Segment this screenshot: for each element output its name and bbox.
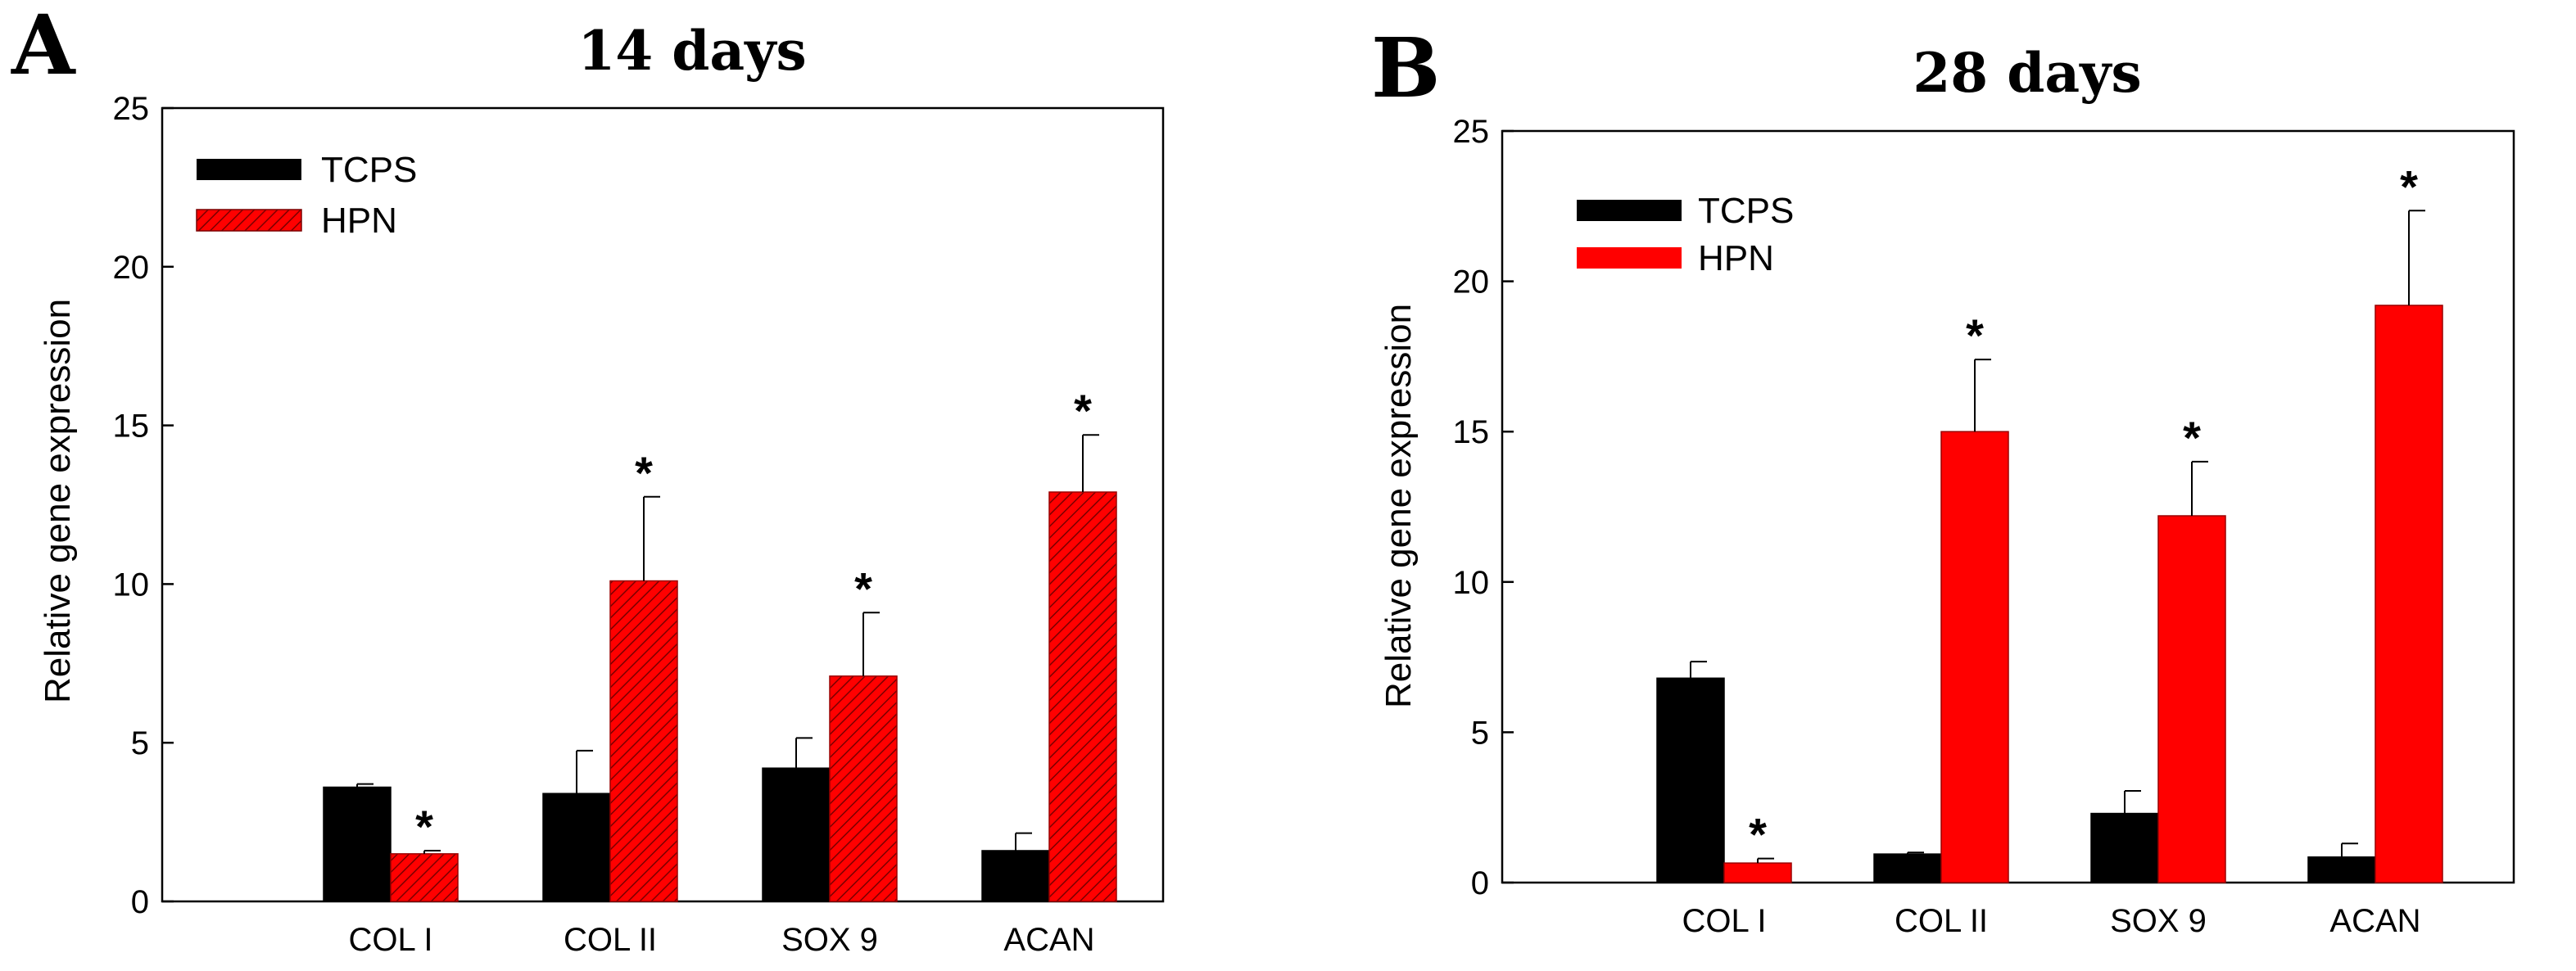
y-tick-label: 5 [1471, 715, 1489, 751]
legend-swatch-hpn [1577, 247, 1682, 269]
bar-hpn-acan [2375, 305, 2443, 883]
legend-label-tcps: TCPS [321, 150, 417, 190]
x-tick-label: SOX 9 [781, 922, 878, 958]
panel-letter: A [11, 0, 76, 93]
y-axis-label: Relative gene expression [1379, 304, 1419, 708]
bar-hpn-col-ii [609, 580, 678, 902]
chart-panel-b: B 28 days Relative gene expression 0 5 10 1… [1371, 20, 2515, 939]
legend-swatch-tcps [197, 159, 301, 180]
chart-title: 28 days [1913, 41, 2141, 105]
significance-marker: * [635, 447, 653, 499]
bar-tcps-sox-9 [762, 767, 831, 902]
y-tick-label: 5 [131, 725, 149, 761]
significance-marker: * [1749, 809, 1767, 860]
x-tick-label: ACAN [1003, 922, 1094, 958]
y-tick-label: 15 [1453, 414, 1490, 450]
significance-marker: * [854, 562, 872, 614]
legend: TCPS HPN [1577, 191, 1794, 278]
bar-hpn-acan [1048, 491, 1117, 902]
bar-hpn-col-i [1723, 862, 1792, 883]
y-tick-label: 25 [1453, 114, 1490, 150]
y-tick-label: 0 [131, 884, 149, 920]
bar-hpn-sox-9 [829, 675, 898, 902]
bars: * * * * [323, 385, 1117, 902]
bar-tcps-col-ii [1873, 853, 1942, 883]
chart-panel-a: A 14 days Relative gene expression 0 5 10 1… [11, 0, 1165, 958]
chart-title: 14 days [577, 19, 806, 83]
x-tick-label: SOX 9 [2110, 903, 2207, 939]
legend-label-hpn: HPN [321, 201, 397, 241]
legend-swatch-hpn [196, 209, 302, 232]
bar-tcps-acan [981, 850, 1050, 902]
x-tick-label: COL II [1895, 903, 1988, 939]
y-tick-label: 20 [113, 250, 150, 286]
bar-tcps-sox-9 [2090, 812, 2159, 883]
significance-marker: * [1966, 309, 1984, 361]
significance-marker: * [2400, 160, 2418, 212]
legend-label-hpn: HPN [1698, 238, 1774, 278]
bar-hpn-col-i [390, 853, 459, 902]
bar-tcps-acan [2307, 856, 2376, 883]
y-tick-label: 10 [1453, 565, 1490, 601]
legend-label-tcps: TCPS [1698, 191, 1794, 231]
bars: * * * * [1656, 160, 2443, 883]
bar-hpn-col-ii [1940, 431, 2009, 883]
x-tick-label: COL I [1682, 903, 1767, 939]
bar-hpn-sox-9 [2157, 515, 2226, 883]
y-tick-label: 25 [113, 91, 150, 127]
bar-tcps-col-i [323, 786, 392, 902]
y-tick-label: 0 [1471, 865, 1489, 901]
significance-marker: * [1074, 385, 1092, 436]
panel-letter: B [1371, 20, 1441, 116]
y-axis-ticks: 0 5 10 15 20 25 COL I COL II SOX 9 ACAN [1453, 114, 2421, 939]
y-tick-label: 15 [113, 409, 150, 445]
significance-marker: * [415, 801, 433, 852]
significance-marker: * [2183, 412, 2201, 463]
x-tick-label: COL II [564, 922, 657, 958]
y-tick-label: 10 [113, 567, 150, 603]
y-tick-label: 20 [1453, 264, 1490, 300]
bar-tcps-col-i [1656, 677, 1725, 883]
bar-tcps-col-ii [542, 793, 611, 902]
x-tick-label: COL I [349, 922, 433, 958]
legend: TCPS HPN [196, 150, 417, 241]
legend-swatch-tcps [1577, 200, 1682, 221]
y-axis-label: Relative gene expression [38, 299, 78, 703]
x-tick-label: ACAN [2329, 903, 2420, 939]
